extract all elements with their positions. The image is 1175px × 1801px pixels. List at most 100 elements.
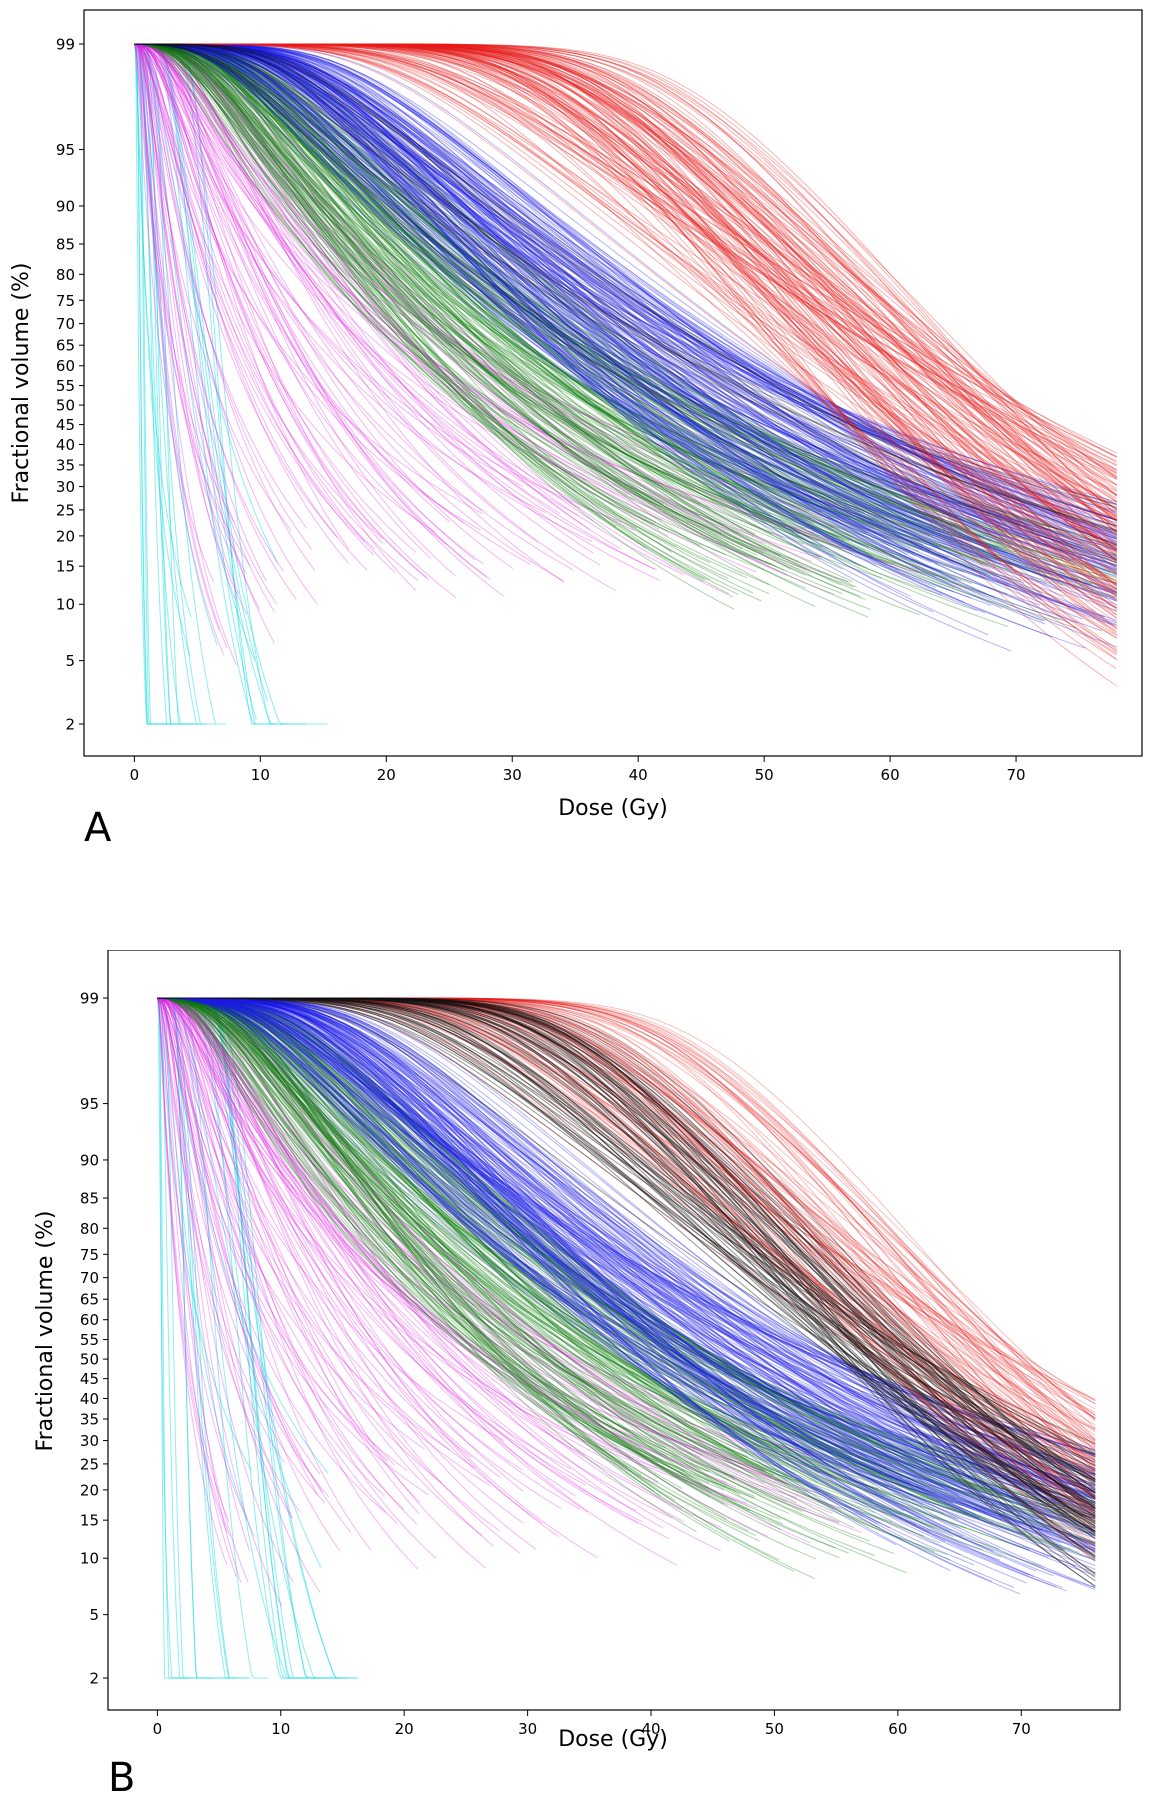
dvh-curve [157,997,1096,1560]
y-tick-label: 10 [80,1550,99,1568]
dvh-curve [157,997,1096,1462]
dvh-curve [134,43,749,559]
dvh-curve [157,997,723,1529]
dvh-curve [134,43,430,581]
dvh-curve [157,997,1096,1467]
dvh-curve [157,997,1096,1458]
dvh-curve [157,997,737,1493]
dvh-curve [157,997,1012,1503]
dvh-curve [134,43,1046,622]
dvh-curve [134,43,701,505]
dvh-curve [134,43,701,547]
dvh-curve [134,43,900,571]
dvh-curve [157,997,1096,1498]
dvh-curve [157,997,697,1533]
dvh-curve [157,997,1066,1550]
y-tick-label: 55 [80,1331,99,1349]
dvh-curve [134,43,869,618]
dvh-curve [134,43,1118,661]
dvh-curve [134,43,306,725]
dvh-curve [134,43,1117,550]
dvh-curve [157,997,1031,1494]
dvh-curve [134,43,1117,505]
dvh-curve [134,43,664,505]
dvh-curve [157,997,1096,1490]
dvh-curve [157,997,341,1551]
x-tick-label: 50 [765,1720,784,1738]
dvh-curve [157,997,1096,1518]
dvh-curve [134,43,1000,548]
dvh-curve [134,43,1118,550]
dvh-curve [134,43,277,604]
dvh-curve [134,43,998,562]
dvh-curve [134,43,1118,629]
dvh-curve [157,997,586,1486]
dvh-curve [134,43,989,566]
dvh-curve [134,43,955,564]
dvh-curve [134,43,808,540]
dvh-curve [157,997,523,1471]
dvh-curve [157,997,1096,1494]
dvh-curve [134,43,1118,464]
dvh-curve [157,997,255,1537]
dvh-curve [134,43,1118,553]
dvh-curve [134,43,1118,597]
dvh-curve [157,997,1096,1480]
dvh-curve [134,43,1117,593]
dvh-curve [157,997,1096,1486]
dvh-curve [134,43,1118,575]
dvh-curve [134,43,1117,559]
dvh-curve [157,997,765,1472]
x-tick-label: 0 [153,1720,163,1738]
dvh-curve [134,43,1031,545]
dvh-curve [134,43,1118,454]
dvh-curve [157,997,938,1528]
dvh-curve [134,43,1117,584]
dvh-curve [134,43,1070,533]
y-tick-label: 80 [80,1220,99,1238]
dvh-curve [157,997,537,1550]
dvh-curve [134,43,1117,576]
dvh-curve [134,43,1076,629]
dvh-curve [134,43,1117,540]
dvh-curve [157,997,755,1498]
dvh-curve [157,997,1096,1523]
dvh-curve [157,997,1007,1517]
dvh-curve [157,997,1063,1547]
dvh-curve [157,997,1096,1508]
dvh-curve [156,997,228,1565]
dvh-curve [134,43,1106,563]
dvh-curve [134,43,374,556]
dvh-curve [157,997,1096,1466]
dvh-curve [134,43,964,522]
dvh-curve [134,43,1118,522]
dvh-curve [134,43,1117,546]
dvh-curve [157,997,250,1552]
dvh-curve [157,997,1096,1545]
dvh-curve [157,997,524,1492]
y-tick-label: 60 [80,1311,99,1329]
dvh-curve [157,997,686,1472]
dvh-curve [157,997,787,1484]
dvh-curve [157,997,1096,1482]
dvh-curve [157,997,931,1488]
dvh-curve [134,43,579,517]
dvh-curve [134,43,1118,521]
x-tick-label: 70 [1007,766,1026,784]
dvh-curve [157,997,1096,1457]
dvh-curve [134,43,1086,515]
dvh-curve [134,43,328,725]
dvh-curve [134,43,788,576]
dvh-curve [157,997,920,1520]
dvh-curve [134,43,1118,511]
dvh-curve [157,997,313,1679]
dvh-curve [157,997,1096,1419]
dvh-curve [134,43,1021,539]
dvh-curve [134,43,297,600]
dvh-curve [134,43,806,576]
dvh-curve [157,997,1096,1469]
dvh-curve [134,43,1118,479]
dvh-curve [134,43,617,592]
dvh-curve [157,997,875,1556]
dvh-curve [157,997,298,1679]
